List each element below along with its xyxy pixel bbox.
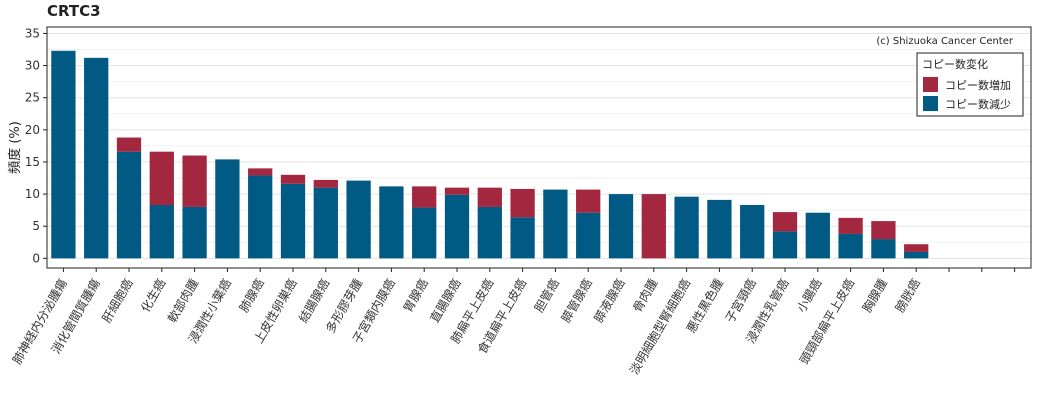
y-tick-label: 25	[25, 91, 40, 105]
y-tick-label: 10	[25, 187, 40, 201]
legend-swatch	[923, 96, 938, 111]
bar-segment	[904, 244, 929, 252]
legend-swatch	[923, 77, 938, 92]
x-tick-label: 胆管癌	[531, 276, 562, 315]
credit-text: (c) Shizuoka Cancer Center	[876, 36, 1014, 47]
y-tick-label: 30	[25, 59, 40, 73]
bar-segment	[871, 221, 896, 240]
bar-segment	[444, 187, 470, 195]
bar-segment	[51, 50, 76, 259]
bar-segment	[280, 174, 306, 184]
x-tick-label: 肺腺癌	[236, 276, 267, 315]
bar-segment	[280, 183, 306, 259]
bar-segment	[871, 239, 896, 259]
bar-segment	[608, 194, 634, 259]
bar-segment	[904, 251, 929, 259]
bar-segment	[313, 187, 338, 259]
bar-segment	[674, 196, 699, 259]
bar-segment	[838, 217, 863, 234]
bar-segment	[477, 187, 502, 207]
bar-segment	[379, 186, 404, 259]
x-tick-label: 膀胱癌	[892, 276, 923, 315]
bar-segment	[576, 212, 601, 259]
y-tick-label: 5	[32, 219, 40, 233]
legend-title: コピー数変化	[922, 57, 988, 71]
bar-segment	[116, 151, 142, 259]
x-tick-label: 直腸腺癌	[427, 276, 464, 325]
legend-label: コピー数増加	[945, 79, 1011, 92]
bar-segment	[149, 205, 174, 259]
bar-segment	[576, 189, 601, 213]
bar-segment	[149, 151, 174, 206]
bar-segment	[182, 155, 207, 207]
y-tick-label: 0	[32, 251, 40, 265]
x-tick-label: 膵液腺癌	[591, 276, 628, 325]
grid-lines	[47, 32, 1031, 259]
x-tick-label: 骨肉腫	[630, 277, 660, 315]
y-tick-label: 15	[25, 155, 40, 169]
x-tick-label: 胃腺癌	[400, 276, 431, 315]
bar-segment	[412, 207, 437, 259]
bar-segment	[182, 206, 207, 259]
x-tick-label: 膵管腺癌	[558, 276, 595, 325]
bar-segment	[215, 159, 240, 259]
x-tick-label: 胸腺腫	[859, 276, 890, 315]
bar-segment	[641, 194, 666, 259]
bar-segment	[313, 179, 338, 188]
x-tick-label: 子宮頸癌	[722, 276, 759, 325]
plot-frame	[46, 26, 1032, 269]
bars	[51, 50, 929, 259]
bar-segment	[543, 189, 568, 259]
bar-segment	[772, 231, 798, 259]
y-axis-label: 頻度 (%)	[7, 121, 23, 174]
bar-segment	[740, 205, 765, 259]
bar-segment	[248, 168, 273, 176]
x-tick-label: 化生癌	[137, 276, 168, 315]
bar-segment	[444, 194, 470, 259]
bar-segment	[84, 57, 109, 259]
x-tick-label: 軟部肉腫	[164, 276, 201, 325]
bar-segment	[116, 137, 142, 152]
bar-segment	[707, 199, 732, 259]
bar-segment	[510, 217, 535, 259]
bar-segment	[805, 212, 830, 259]
x-tick-label: 肝細胞癌	[99, 276, 136, 325]
bar-segment	[248, 175, 273, 259]
legend-label: コピー数減少	[945, 97, 1011, 111]
y-tick-label: 20	[25, 123, 40, 137]
chart-title: CRTC3	[47, 2, 101, 20]
bar-segment	[838, 233, 863, 259]
bar-segment	[412, 186, 437, 208]
bar-segment	[477, 206, 502, 259]
y-axis: 0 5 10 15 20 25 30 35	[25, 26, 47, 265]
x-tick-label: 小腸癌	[793, 276, 824, 315]
y-tick-label: 35	[25, 26, 40, 40]
bar-segment	[510, 188, 535, 218]
bar-segment	[346, 180, 371, 259]
bar-segment	[772, 212, 798, 232]
x-tick-label: 結腸腺癌	[295, 276, 332, 325]
x-tick-label: 淡明細胞型腎細胞癌	[626, 276, 693, 377]
